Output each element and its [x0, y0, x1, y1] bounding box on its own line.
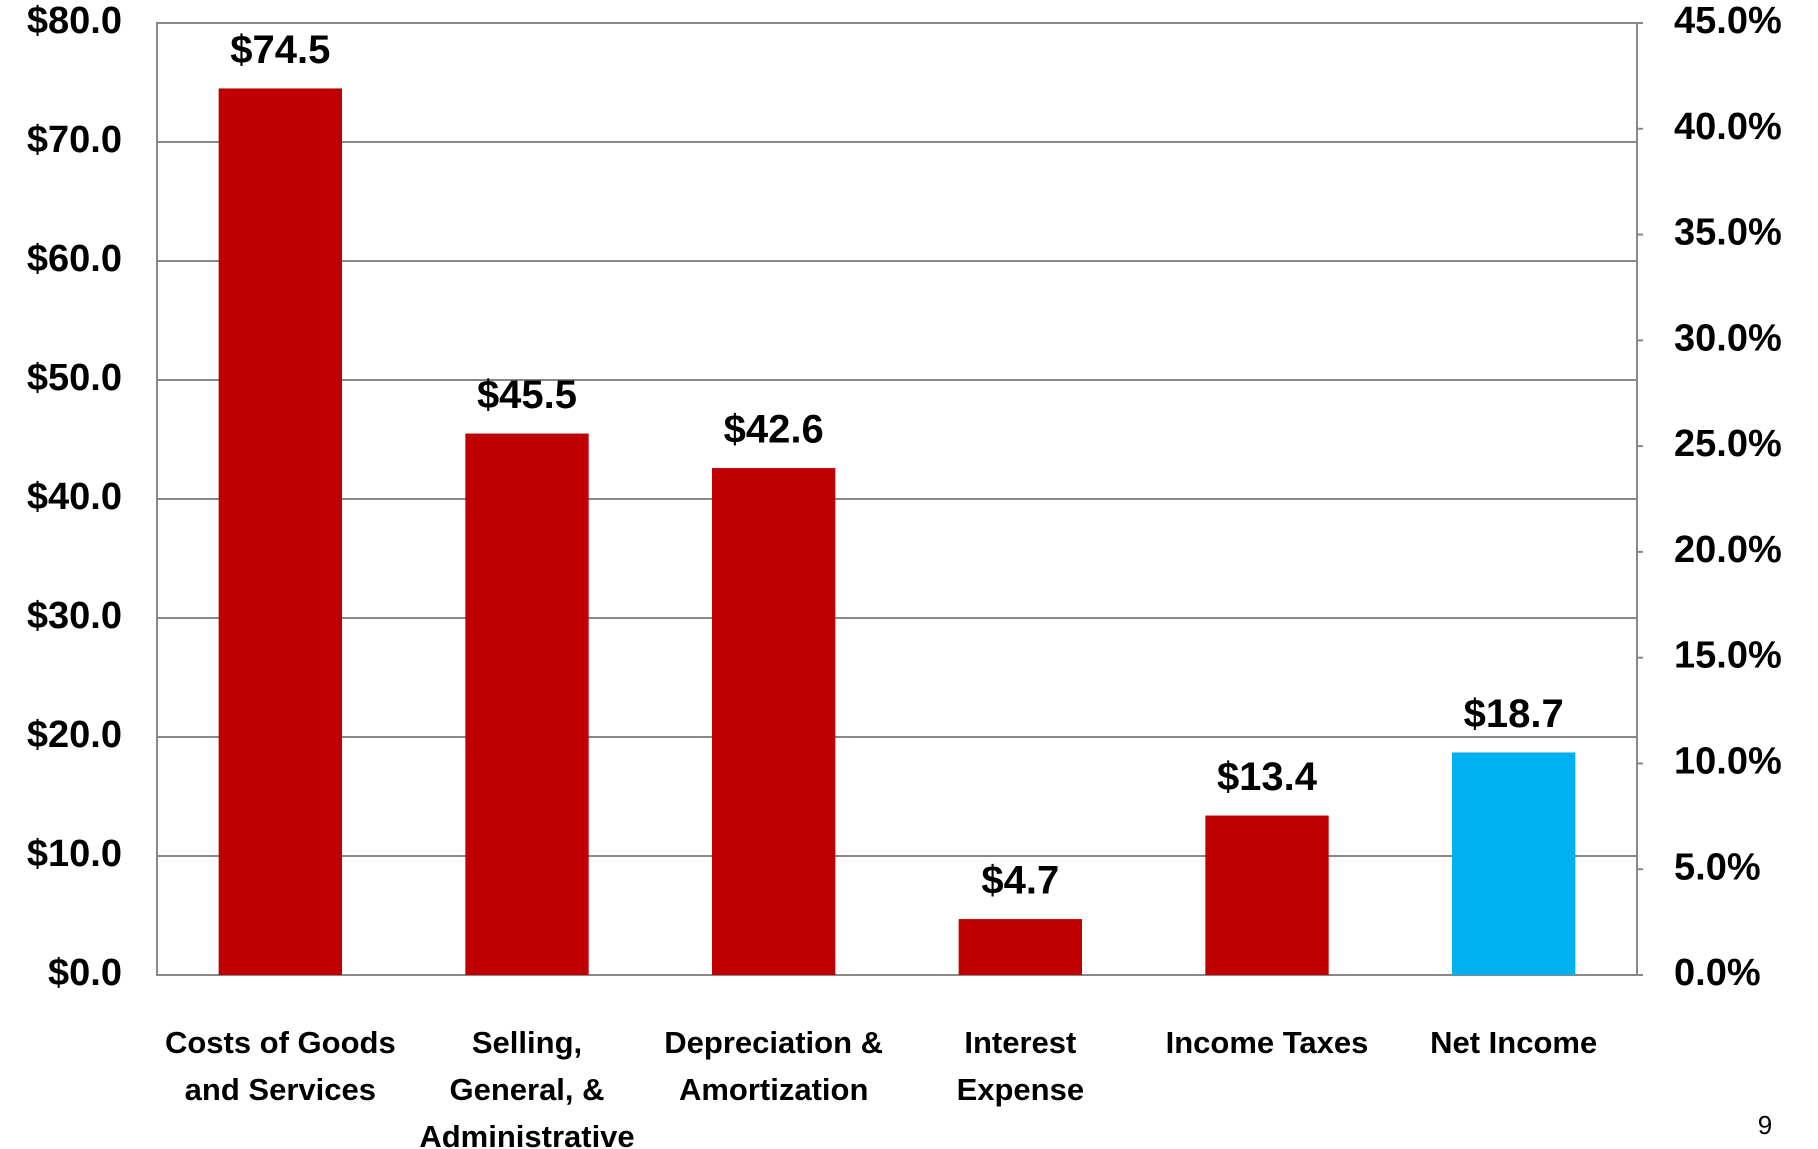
bar — [712, 468, 836, 975]
data-label: $74.5 — [230, 28, 330, 72]
y2-tick-label: 35.0% — [1674, 212, 1782, 254]
x-tick-label: Net Income — [1430, 1025, 1597, 1060]
y2-tick-label: 5.0% — [1674, 846, 1761, 888]
y-tick-label: $80.0 — [27, 0, 122, 42]
page-number: 9 — [1758, 1110, 1772, 1140]
x-tick-label: Selling, General, & Administrative — [419, 1025, 634, 1149]
x-tick-label: Costs of Goods and Services — [165, 1025, 396, 1107]
y2-tick-label: 30.0% — [1674, 317, 1782, 359]
y-tick-label: $40.0 — [27, 476, 122, 518]
x-tick-label: Income Taxes — [1166, 1025, 1369, 1060]
x-tick-label: Depreciation & Amortization — [664, 1025, 883, 1107]
y-tick-label: $70.0 — [27, 119, 122, 161]
bar — [218, 88, 342, 975]
y-tick-label: $20.0 — [27, 714, 122, 756]
data-label: $45.5 — [477, 373, 577, 417]
y2-tick-label: 25.0% — [1674, 423, 1782, 465]
data-label: $18.7 — [1464, 692, 1564, 736]
y-tick-label: $30.0 — [27, 595, 122, 637]
data-label: $13.4 — [1217, 755, 1318, 799]
y-tick-label: $0.0 — [48, 952, 122, 994]
y2-tick-label: 20.0% — [1674, 529, 1782, 571]
x-tick-label: Interest Expense — [957, 1025, 1085, 1107]
data-label: $4.7 — [981, 859, 1059, 903]
bar — [465, 433, 589, 975]
y2-tick-label: 0.0% — [1674, 952, 1761, 994]
y-tick-label: $60.0 — [27, 238, 122, 280]
y2-tick-label: 15.0% — [1674, 635, 1782, 677]
y-tick-label: $50.0 — [27, 357, 122, 399]
y2-tick-label: 45.0% — [1674, 0, 1782, 42]
data-label: $42.6 — [724, 408, 824, 452]
bar — [958, 919, 1082, 975]
y-tick-label: $10.0 — [27, 833, 122, 875]
y2-tick-label: 40.0% — [1674, 106, 1782, 148]
bar — [1452, 752, 1576, 975]
bar — [1205, 815, 1329, 975]
y2-tick-label: 10.0% — [1674, 740, 1782, 782]
